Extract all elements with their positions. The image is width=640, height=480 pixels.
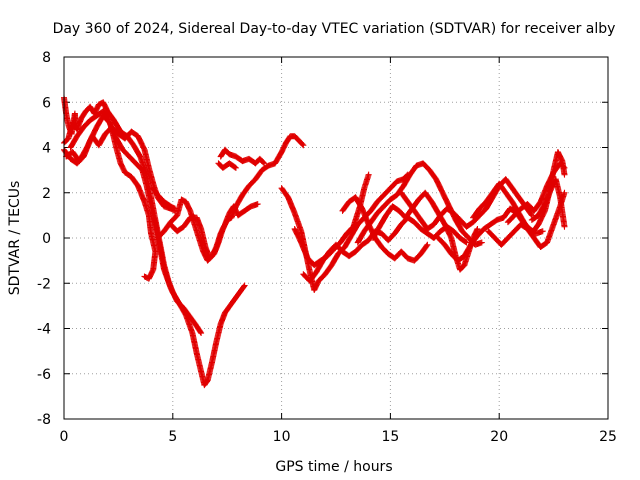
data-point <box>171 205 178 212</box>
y-tick-label: 8 <box>42 50 51 66</box>
series-2 <box>61 112 205 337</box>
x-axis-label: GPS time / hours <box>275 459 392 475</box>
y-axis-label: SDTVAR / TECUs <box>7 181 23 296</box>
y-tick-label: 2 <box>42 186 51 202</box>
y-tick-label: 0 <box>42 231 51 247</box>
series-7 <box>217 146 268 167</box>
chart-title: Day 360 of 2024, Sidereal Day-to-day VTE… <box>53 21 616 37</box>
data-point <box>142 274 149 281</box>
data-point <box>561 164 568 171</box>
data-point <box>141 273 148 280</box>
series-8 <box>215 160 239 171</box>
data-point <box>474 225 481 232</box>
data-point <box>478 239 485 246</box>
data-point <box>423 242 430 249</box>
data-point <box>539 228 546 235</box>
x-tick-labels: 0 5 10 15 20 25 <box>60 429 617 445</box>
data-point <box>72 124 79 131</box>
series-22 <box>61 94 79 137</box>
series-21 <box>528 176 568 230</box>
data-point <box>232 164 239 171</box>
x-tick-label: 0 <box>60 429 69 445</box>
y-tick-labels: -8 -6 -4 -2 0 2 4 6 8 <box>37 50 51 428</box>
x-tick-label: 5 <box>168 429 177 445</box>
x-tick-label: 10 <box>273 429 291 445</box>
y-tick-label: -4 <box>37 322 51 338</box>
grid <box>64 57 608 419</box>
data-point <box>561 189 568 196</box>
y-tick-label: 4 <box>42 141 51 157</box>
data-point <box>170 205 177 212</box>
y-tick-label: 6 <box>42 95 51 111</box>
data-point <box>462 238 469 245</box>
series-3 <box>67 108 159 282</box>
x-tick-label: 15 <box>381 429 399 445</box>
y-tick-label: -6 <box>37 367 51 383</box>
data-point <box>198 330 205 337</box>
y-tick-label: -8 <box>37 412 51 428</box>
data-point <box>254 201 261 208</box>
y-tick-label: -2 <box>37 276 51 292</box>
x-tick-label: 25 <box>599 429 617 445</box>
series-6 <box>167 133 307 262</box>
data-point <box>528 211 535 218</box>
x-tick-label: 20 <box>490 429 508 445</box>
data-point <box>240 283 247 290</box>
plot-frame <box>63 56 609 420</box>
data-point <box>561 171 568 178</box>
data-point <box>560 163 567 170</box>
data-point <box>365 171 372 178</box>
data-point <box>260 159 267 166</box>
data-point <box>231 164 238 171</box>
data-point <box>299 141 306 148</box>
data-point <box>561 223 568 230</box>
data-points <box>61 94 568 389</box>
data-point <box>241 282 248 289</box>
series-9 <box>150 185 178 212</box>
data-point <box>300 142 307 149</box>
series-13 <box>339 194 431 264</box>
data-point <box>261 160 268 167</box>
data-point <box>197 329 204 336</box>
data-point <box>424 241 431 248</box>
series-20 <box>504 160 568 226</box>
